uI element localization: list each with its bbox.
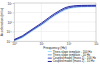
legend-swatch	[48, 51, 52, 52]
frame	[96, 3, 97, 41]
tick-mark	[13, 41, 14, 42]
tick-mark	[13, 3, 14, 4]
tick: 10²	[7, 2, 14, 6]
tick-label: 10⁻¹	[6, 30, 12, 34]
grid-line	[14, 41, 96, 42]
frame	[14, 3, 96, 4]
tick-label: 10²	[67, 42, 72, 46]
tick-mark	[13, 32, 14, 33]
tick: 10⁰	[7, 21, 14, 25]
grid-line	[14, 31, 96, 32]
tick: 10⁻¹	[6, 30, 14, 34]
tick: 10¹	[7, 11, 14, 15]
tick-label: 10²	[7, 2, 12, 6]
legend-swatch	[48, 54, 52, 55]
tick: 10⁰	[12, 41, 18, 46]
tick-label: 10⁻²	[6, 40, 12, 44]
grid-line	[14, 22, 96, 23]
tick-mark	[13, 13, 14, 14]
legend-swatch	[48, 61, 52, 62]
lines	[14, 5, 96, 41]
axis-line	[13, 4, 15, 42]
tick-label: 10¹	[7, 11, 12, 15]
chart: 10⁰10¹10²10³10⁻²10⁻¹10⁰10¹10²Frequency (…	[0, 0, 100, 65]
tick-label: 10⁰	[7, 21, 13, 25]
grid	[14, 3, 96, 41]
plot: 10⁰ 10¹ 10² 10³ 10⁻² 10⁻¹ 10⁰ 10¹ 10²	[6, 2, 98, 47]
axis-line	[15, 41, 97, 43]
series-line	[14, 6, 96, 41]
y-axis: 10⁻² 10⁻¹ 10⁰ 10¹ 10²	[6, 2, 14, 44]
series-line	[14, 5, 96, 39]
tick-mark	[13, 22, 14, 23]
y-axis-title: Acceleration (m/s²)	[0, 8, 4, 36]
series-line	[14, 7, 96, 41]
legend-item: Coupled model (mass 2) - 10 Hz	[48, 59, 95, 63]
tick-label: 10⁰	[12, 42, 18, 46]
tick: 10³	[94, 41, 99, 46]
grid-line	[14, 3, 96, 4]
legend: Three-slope template - 100 HzThree-slope…	[48, 50, 97, 64]
tick-label: 10³	[94, 42, 99, 46]
tick: 10²	[67, 41, 72, 46]
legend-label: Coupled model (mass 2) - 10 Hz	[53, 59, 95, 63]
tick: 10⁻²	[6, 40, 14, 44]
series-line	[14, 6, 96, 40]
legend-swatch	[48, 58, 52, 59]
